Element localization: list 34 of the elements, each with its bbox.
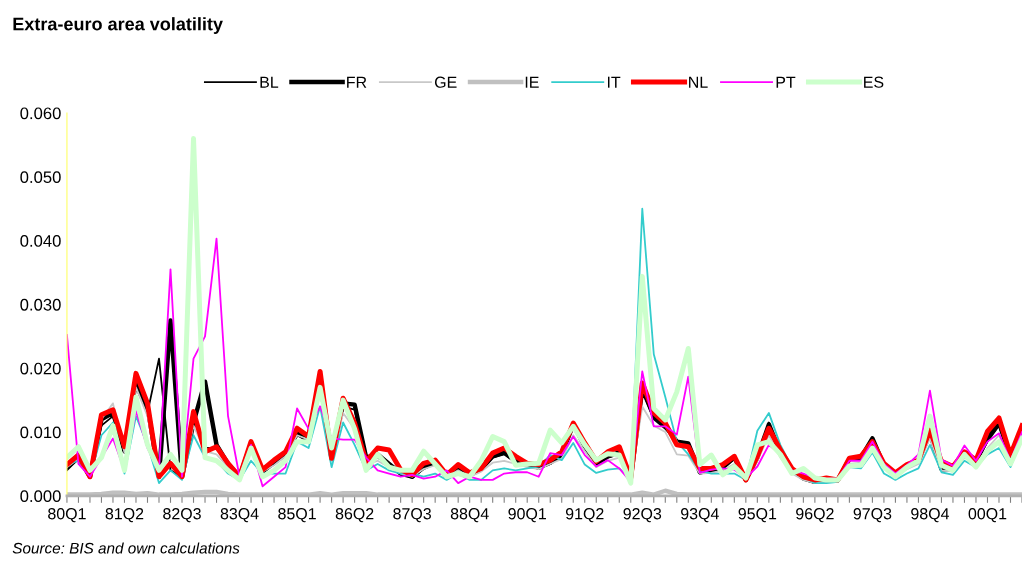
y-tick-label: 0.060 bbox=[20, 107, 61, 120]
y-tick-label: 0.010 bbox=[20, 426, 61, 439]
x-tick-label: 98Q4 bbox=[911, 508, 950, 523]
y-tick-label: 0.030 bbox=[20, 298, 61, 311]
x-tick-label: 93Q4 bbox=[681, 508, 719, 523]
legend-label: FR bbox=[347, 76, 367, 88]
x-tick-label: 95Q1 bbox=[738, 508, 777, 523]
legend-label: NL bbox=[689, 76, 708, 88]
y-tick-label: 0.040 bbox=[20, 235, 61, 247]
x-tick-label: 90Q1 bbox=[508, 508, 546, 523]
x-tick-label: 82Q3 bbox=[163, 508, 201, 523]
x-tick-label: 80Q1 bbox=[48, 508, 86, 523]
x-tick-label: 81Q2 bbox=[105, 508, 144, 523]
x-tick-label: 83Q4 bbox=[220, 508, 259, 523]
y-tick-label: 0.020 bbox=[20, 362, 61, 375]
x-tick-label: 92Q3 bbox=[623, 508, 662, 523]
legend-label: IE bbox=[525, 76, 539, 88]
x-tick-label: 88Q4 bbox=[450, 508, 489, 523]
legend-label: GE bbox=[434, 76, 457, 88]
x-tick-label: 96Q2 bbox=[796, 508, 834, 523]
y-tick-label: 0.000 bbox=[20, 490, 61, 503]
y-tick-label: 0.050 bbox=[20, 171, 61, 184]
x-tick-label: 97Q3 bbox=[853, 508, 892, 523]
x-tick-label: 87Q3 bbox=[393, 508, 431, 523]
x-tick-label: 00Q1 bbox=[968, 508, 1007, 523]
source-note: Source: BIS and own calculations bbox=[12, 542, 240, 554]
x-tick-label: 86Q2 bbox=[335, 508, 374, 523]
x-tick-label: 85Q1 bbox=[278, 508, 316, 523]
legend-label: PT bbox=[776, 76, 796, 88]
legend-label: IT bbox=[607, 76, 621, 88]
legend-label: BL bbox=[260, 76, 279, 88]
x-tick-label: 91Q2 bbox=[565, 508, 604, 523]
legend-label: ES bbox=[864, 76, 884, 88]
chart-title: Extra-euro area volatility bbox=[13, 17, 223, 34]
